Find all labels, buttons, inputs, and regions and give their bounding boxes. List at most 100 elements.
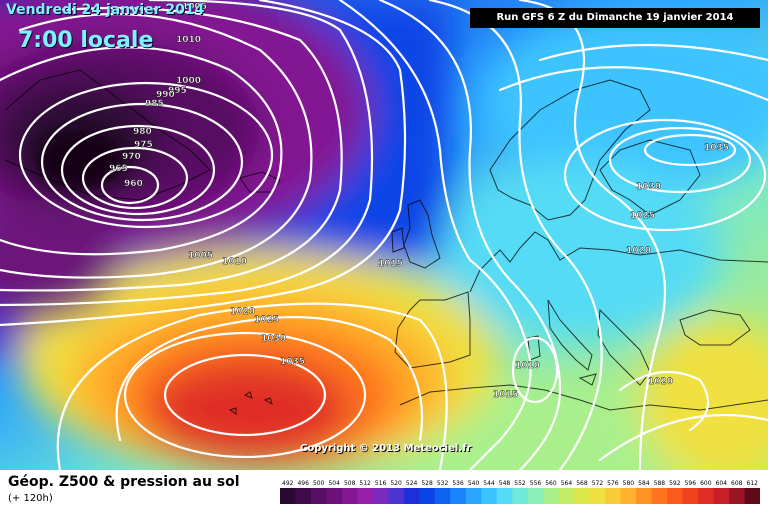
legend-swatch bbox=[713, 488, 730, 504]
legend-value: 528 bbox=[421, 480, 433, 487]
legend-value: 512 bbox=[359, 480, 371, 487]
isobar-label: 980 bbox=[133, 127, 152, 137]
isobar-label: 960 bbox=[124, 179, 143, 189]
isobar-label: 965 bbox=[109, 164, 128, 174]
legend-value: 580 bbox=[623, 480, 635, 487]
legend-swatch bbox=[280, 488, 296, 504]
legend-value: 560 bbox=[545, 480, 557, 487]
legend-swatch bbox=[543, 488, 560, 504]
valid-date: Vendredi 24 janvier 2014 bbox=[6, 2, 205, 18]
isobar-label: 1030 bbox=[636, 182, 661, 192]
isobar-label: 1020 bbox=[648, 377, 673, 387]
isobar-label: 1005 bbox=[188, 251, 213, 261]
legend-value: 544 bbox=[483, 480, 495, 487]
legend-value: 576 bbox=[607, 480, 619, 487]
z500-pressure-map: 1005 1010 1000 995 990 985 980 975 970 9… bbox=[0, 0, 768, 470]
isobar-label: 1015 bbox=[493, 390, 518, 400]
legend-value: 600 bbox=[700, 480, 712, 487]
legend-value: 596 bbox=[685, 480, 697, 487]
legend-swatch bbox=[667, 488, 684, 504]
isobar-label: 1015 bbox=[378, 259, 403, 269]
legend-value: 584 bbox=[638, 480, 650, 487]
legend-swatch bbox=[481, 488, 498, 504]
legend-swatch bbox=[326, 488, 343, 504]
isobar-label: 1020 bbox=[626, 246, 651, 256]
legend-value: 552 bbox=[514, 480, 526, 487]
geopotential-field bbox=[0, 0, 768, 470]
run-info: Run GFS 6 Z du Dimanche 19 janvier 2014 bbox=[470, 8, 760, 28]
isobar-label: 1035 bbox=[704, 143, 729, 153]
legend-swatch bbox=[744, 488, 760, 504]
isobar-label: 1020 bbox=[230, 307, 255, 317]
legend-value: 516 bbox=[375, 480, 387, 487]
isobar-label: 1010 bbox=[176, 35, 201, 45]
legend-value: 540 bbox=[468, 480, 480, 487]
legend-value: 492 bbox=[282, 480, 294, 487]
isobars bbox=[0, 0, 768, 470]
legend-value: 568 bbox=[576, 480, 588, 487]
legend-swatch bbox=[636, 488, 653, 504]
legend-swatch bbox=[496, 488, 513, 504]
legend-swatch bbox=[357, 488, 374, 504]
legend-value: 608 bbox=[731, 480, 743, 487]
color-scale-legend: 492 496 500 504 508 512 516 520 524 528 532 536 540 5… bbox=[280, 480, 760, 504]
isobar-label: 1035 bbox=[280, 357, 305, 367]
pressure-labels: 1005 1010 1000 995 990 985 980 975 970 9… bbox=[109, 2, 729, 400]
isobar-label: 995 bbox=[168, 86, 187, 96]
legend-swatch bbox=[403, 488, 420, 504]
legend-value: 520 bbox=[390, 480, 402, 487]
legend-swatch bbox=[341, 488, 358, 504]
legend-value: 564 bbox=[561, 480, 573, 487]
legend-swatch bbox=[372, 488, 389, 504]
isobar-label: 1030 bbox=[261, 334, 286, 344]
legend-swatch bbox=[512, 488, 529, 504]
isobar-label: 990 bbox=[156, 90, 175, 100]
isobar-label: 1005 bbox=[182, 2, 207, 12]
isobar-label: 1000 bbox=[176, 76, 201, 86]
isobar-label: 1010 bbox=[515, 361, 540, 371]
legend-swatch bbox=[620, 488, 637, 504]
legend-value: 592 bbox=[669, 480, 681, 487]
legend-value: 572 bbox=[592, 480, 604, 487]
lead-time: (+ 120h) bbox=[8, 493, 53, 504]
legend-swatch bbox=[295, 488, 312, 504]
legend-swatch bbox=[682, 488, 699, 504]
isobar-label: 1025 bbox=[254, 315, 279, 325]
isobar-label: 1010 bbox=[222, 257, 247, 267]
legend-swatch bbox=[558, 488, 575, 504]
legend-swatch bbox=[419, 488, 436, 504]
legend-value: 532 bbox=[437, 480, 449, 487]
legend-swatch bbox=[450, 488, 467, 504]
valid-time: 7:00 locale bbox=[18, 28, 154, 53]
copyright: Copyright © 2013 Meteociel.fr bbox=[300, 443, 472, 454]
legend-value: 500 bbox=[313, 480, 325, 487]
legend-swatch bbox=[651, 488, 668, 504]
legend-swatch bbox=[388, 488, 405, 504]
legend-swatch bbox=[310, 488, 327, 504]
legend-value: 548 bbox=[499, 480, 511, 487]
isobar-label: 985 bbox=[145, 99, 164, 109]
legend-value: 496 bbox=[297, 480, 309, 487]
legend-value: 504 bbox=[328, 480, 340, 487]
legend-swatch bbox=[729, 488, 746, 504]
legend-swatch bbox=[527, 488, 544, 504]
legend-swatch bbox=[434, 488, 451, 504]
legend-swatch bbox=[465, 488, 482, 504]
legend-swatch bbox=[574, 488, 591, 504]
legend-swatch bbox=[698, 488, 715, 504]
legend-value: 588 bbox=[654, 480, 666, 487]
legend-value: 604 bbox=[716, 480, 728, 487]
chart-title: Géop. Z500 & pression au sol bbox=[8, 474, 240, 490]
legend-swatch bbox=[605, 488, 622, 504]
isobar-label: 1025 bbox=[630, 211, 655, 221]
legend-value: 524 bbox=[406, 480, 418, 487]
legend-swatch bbox=[589, 488, 606, 504]
legend-value: 612 bbox=[747, 480, 759, 487]
isobar-label: 970 bbox=[122, 152, 141, 162]
legend-value: 536 bbox=[452, 480, 464, 487]
legend-value: 556 bbox=[530, 480, 542, 487]
coastlines bbox=[4, 69, 768, 415]
legend-value: 508 bbox=[344, 480, 356, 487]
isobar-label: 975 bbox=[134, 140, 153, 150]
